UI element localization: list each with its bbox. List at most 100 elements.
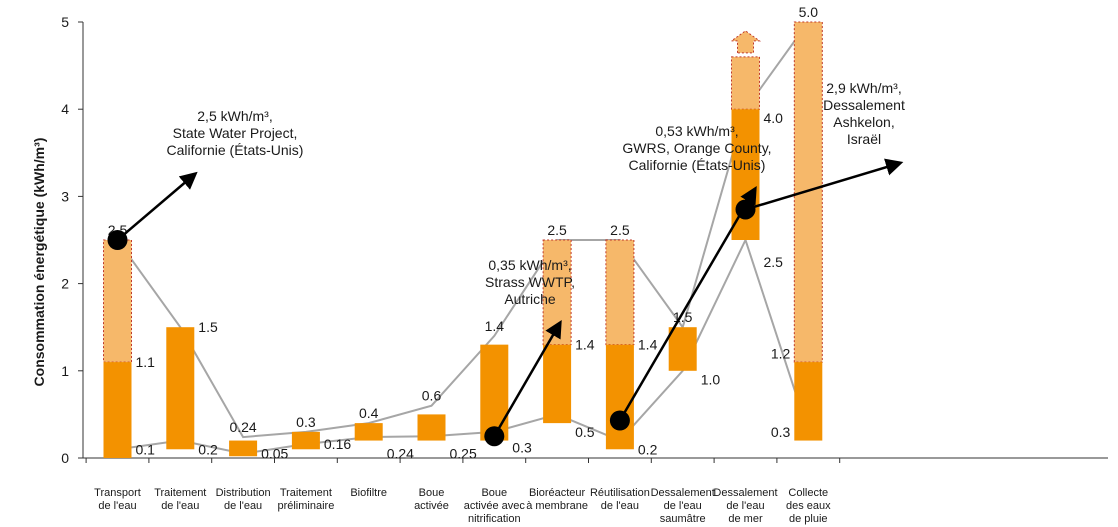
series-line-2 [117,237,810,455]
category-label: des eaux [786,500,831,512]
annotation-arrow [493,319,562,437]
category-label: nitrification [468,513,521,525]
category-label: de l'eau [601,500,639,512]
y-tick-label: 1 [61,363,69,379]
value-label: 0.24 [229,419,256,435]
bar [291,431,320,450]
category-label: saumâtre [660,513,706,525]
value-label: 0.2 [198,441,218,457]
value-labels: 2.5 1.1 0.1 1.5 0.2 0.24 0.05 0.3 0.16 0.4 0.24 0.6… [108,4,818,462]
category-label: activée avec [464,500,526,512]
value-label: 0.6 [422,388,442,404]
category-label: à membrane [526,500,588,512]
category-label: de l'eau [161,500,199,512]
series-line-1 [116,21,810,439]
category-label: Traitement [280,487,332,499]
annotation-text: Californie (États-Unis) [167,142,304,158]
value-label: 1.4 [638,337,658,353]
bars [103,21,823,458]
annotation-arrow [745,158,904,211]
y-tick-label: 5 [61,14,69,30]
annotation-arrow [618,185,757,422]
category-label: Transport [94,487,141,499]
value-label: 1.2 [771,345,791,361]
bar [480,344,509,441]
category-label: de l'eau [726,500,764,512]
category-label: de l'eau [664,500,702,512]
value-label: 1.1 [136,354,156,370]
value-label: 0.1 [136,441,156,457]
y-axis-label: Consommation énergétique (kWh/m³) [31,138,47,387]
value-label: 0.4 [359,405,379,421]
annotation-point [107,230,128,250]
annotation-text: Ashkelon, [833,114,894,130]
y-tick-label: 4 [61,101,69,117]
category-label: Bioréacteur [529,487,586,499]
annotation-text: 0,35 kWh/m³, [488,257,571,273]
annotation-text: Strass WWTP, [485,274,575,290]
annotation-point [735,199,756,220]
annotation-text: 2,5 kWh/m³, [197,108,272,124]
bar-upper-range [605,239,635,346]
axes: 0 1 2 3 4 5 [61,14,1108,466]
category-label: préliminaire [277,500,334,512]
value-label: 1.0 [701,372,721,388]
bar [229,440,258,457]
value-label: 0.5 [575,424,595,440]
value-label: 0.3 [512,440,532,456]
continuation-arrow [729,30,762,54]
annotation-point [609,410,630,431]
value-label: 1.4 [485,318,505,334]
category-label: Traitement [154,487,206,499]
bar [543,344,572,424]
annotation-text: 2,9 kWh/m³, [826,80,901,96]
y-tick-label: 2 [61,276,69,292]
value-label: 1.5 [198,319,218,335]
category-label: Dessalement [651,487,715,499]
annotation-arrow [116,171,198,241]
value-label: 0.16 [324,436,351,452]
bar [166,327,195,450]
category-label: de pluie [789,513,828,525]
annotations: 2,5 kWh/m³,State Water Project,Californi… [107,80,905,447]
category-label: Dessalement [713,487,777,499]
y-tick-label: 3 [61,188,69,204]
category-label: Collecte [788,487,828,499]
annotation-text: State Water Project, [173,125,298,141]
category-label: Boue [419,487,445,499]
category-label: Distribution [216,487,271,499]
category-label: de l'eau [98,500,136,512]
annotation-text: Dessalement [823,97,905,113]
value-label: 2.5 [764,254,784,270]
bar [354,423,383,441]
bar-upper-range [731,56,760,110]
y-tick-label: 0 [61,450,69,466]
bar-upper-range [103,239,132,363]
annotation-text: 0,53 kWh/m³, [655,123,738,139]
bar [103,362,132,458]
value-label: 2.5 [610,222,630,238]
bar [605,344,634,450]
value-label: 0.3 [296,414,316,430]
value-label: 0.2 [638,441,658,457]
category-label: Boue [481,487,507,499]
category-label: de mer [728,513,763,525]
value-label: 2.5 [547,222,567,238]
bar [794,362,823,441]
range-lines [116,21,810,455]
category-label: Réutilisation [590,487,650,499]
value-label: 5.0 [799,4,819,20]
bar [417,414,446,441]
value-label: 0.3 [771,424,791,440]
annotation-text: Autriche [504,291,556,307]
value-label: 0.25 [450,446,477,462]
value-label: 0.05 [261,446,288,462]
value-label: 1.4 [575,337,595,353]
annotation-point [484,426,505,447]
value-label: 0.24 [387,446,414,462]
category-label: de l'eau [224,500,262,512]
bar [668,327,697,371]
annotation-text: GWRS, Orange County, [622,140,771,156]
